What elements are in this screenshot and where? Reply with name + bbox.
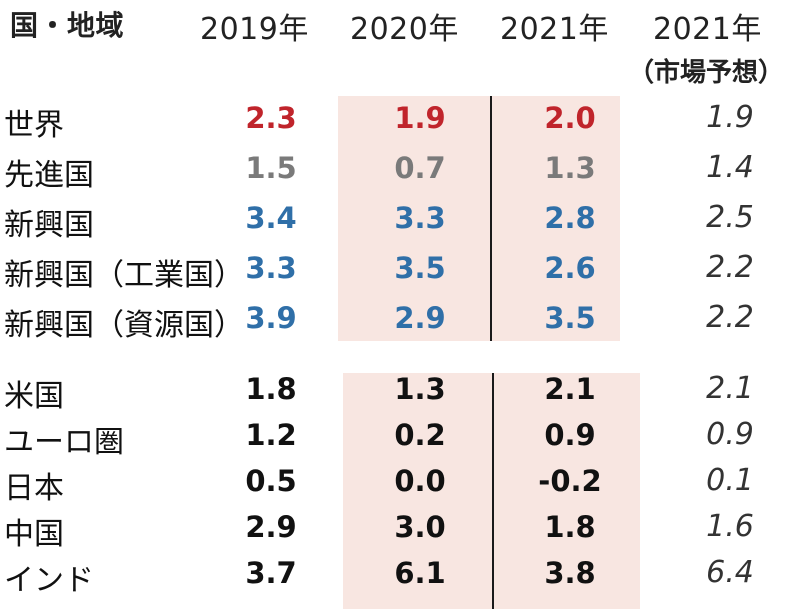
value-2020: 1.3: [394, 372, 446, 406]
value-2019: 3.4: [245, 201, 297, 235]
value-2021: 1.3: [544, 151, 596, 185]
value-2019: 1.2: [245, 418, 297, 452]
value-2021-forecast: 2.2: [706, 250, 754, 285]
value-2019: 3.7: [245, 556, 297, 590]
value-2021: 2.6: [544, 251, 596, 285]
value-2019: 3.9: [245, 301, 297, 335]
value-2021: 1.8: [544, 510, 596, 544]
row-label: 世界: [4, 108, 64, 143]
value-2020: 0.0: [394, 464, 446, 498]
value-2020: 0.2: [394, 418, 446, 452]
value-2021: 3.8: [544, 556, 596, 590]
table-row: 米国 1.8 1.3 2.1 2.1: [0, 369, 796, 414]
header-2020: 2020年: [350, 12, 459, 47]
shade-group1: [338, 96, 620, 341]
table-row: 世界 2.3 1.9 2.0 1.9: [0, 98, 796, 143]
value-2021: 2.0: [544, 101, 596, 135]
row-label: 新興国（資源国）: [4, 308, 244, 343]
value-2021-forecast: 0.1: [706, 463, 754, 498]
row-label: 新興国: [4, 208, 94, 243]
header-forecast-note: （市場予想）: [628, 58, 785, 88]
row-label: 先進国: [4, 158, 94, 193]
value-2021-forecast: 1.9: [706, 100, 754, 135]
value-2021-forecast: 2.1: [706, 371, 754, 406]
table-row: インド 3.7 6.1 3.8 6.4: [0, 553, 796, 598]
table-row: 新興国 3.4 3.3 2.8 2.5: [0, 198, 796, 243]
value-2020: 3.0: [394, 510, 446, 544]
value-2020: 3.5: [394, 251, 446, 285]
value-2019: 2.9: [245, 510, 297, 544]
value-2021-forecast: 1.6: [706, 509, 754, 544]
value-2021-forecast: 0.9: [706, 417, 754, 452]
value-2019: 1.5: [245, 151, 297, 185]
header-region: 国・地域: [10, 9, 125, 42]
table-row: 中国 2.9 3.0 1.8 1.6: [0, 507, 796, 552]
value-2019: 0.5: [245, 464, 297, 498]
value-2020: 1.9: [394, 101, 446, 135]
divider-group1: [490, 96, 492, 341]
value-2019: 3.3: [245, 251, 297, 285]
value-2020: 6.1: [394, 556, 446, 590]
table-row: 先進国 1.5 0.7 1.3 1.4: [0, 148, 796, 193]
table-row: ユーロ圏 1.2 0.2 0.9 0.9: [0, 415, 796, 460]
value-2020: 0.7: [394, 151, 446, 185]
value-2021-forecast: 6.4: [706, 555, 754, 590]
row-label: 日本: [4, 471, 64, 506]
value-2019: 1.8: [245, 372, 297, 406]
value-2021: -0.2: [538, 464, 602, 498]
value-2021: 0.9: [544, 418, 596, 452]
header-2021-forecast: 2021年: [653, 12, 762, 47]
shade-group2: [343, 373, 640, 609]
table-row: 新興国（資源国） 3.9 2.9 3.5 2.2: [0, 298, 796, 343]
value-2020: 3.3: [394, 201, 446, 235]
header-2021: 2021年: [500, 12, 609, 47]
value-2021-forecast: 1.4: [706, 150, 754, 185]
row-label: インド: [4, 563, 94, 598]
value-2021: 3.5: [544, 301, 596, 335]
header-2019: 2019年: [200, 12, 309, 47]
row-label: 米国: [4, 379, 64, 414]
value-2021-forecast: 2.5: [706, 200, 754, 235]
value-2019: 2.3: [245, 101, 297, 135]
value-2020: 2.9: [394, 301, 446, 335]
value-2021-forecast: 2.2: [706, 300, 754, 335]
table-row: 日本 0.5 0.0 -0.2 0.1: [0, 461, 796, 506]
value-2021: 2.8: [544, 201, 596, 235]
value-2021: 2.1: [544, 372, 596, 406]
row-label: 新興国（工業国）: [4, 258, 244, 293]
row-label: ユーロ圏: [4, 425, 124, 460]
table-row: 新興国（工業国） 3.3 3.5 2.6 2.2: [0, 248, 796, 293]
divider-group2: [492, 373, 494, 609]
row-label: 中国: [4, 517, 64, 552]
